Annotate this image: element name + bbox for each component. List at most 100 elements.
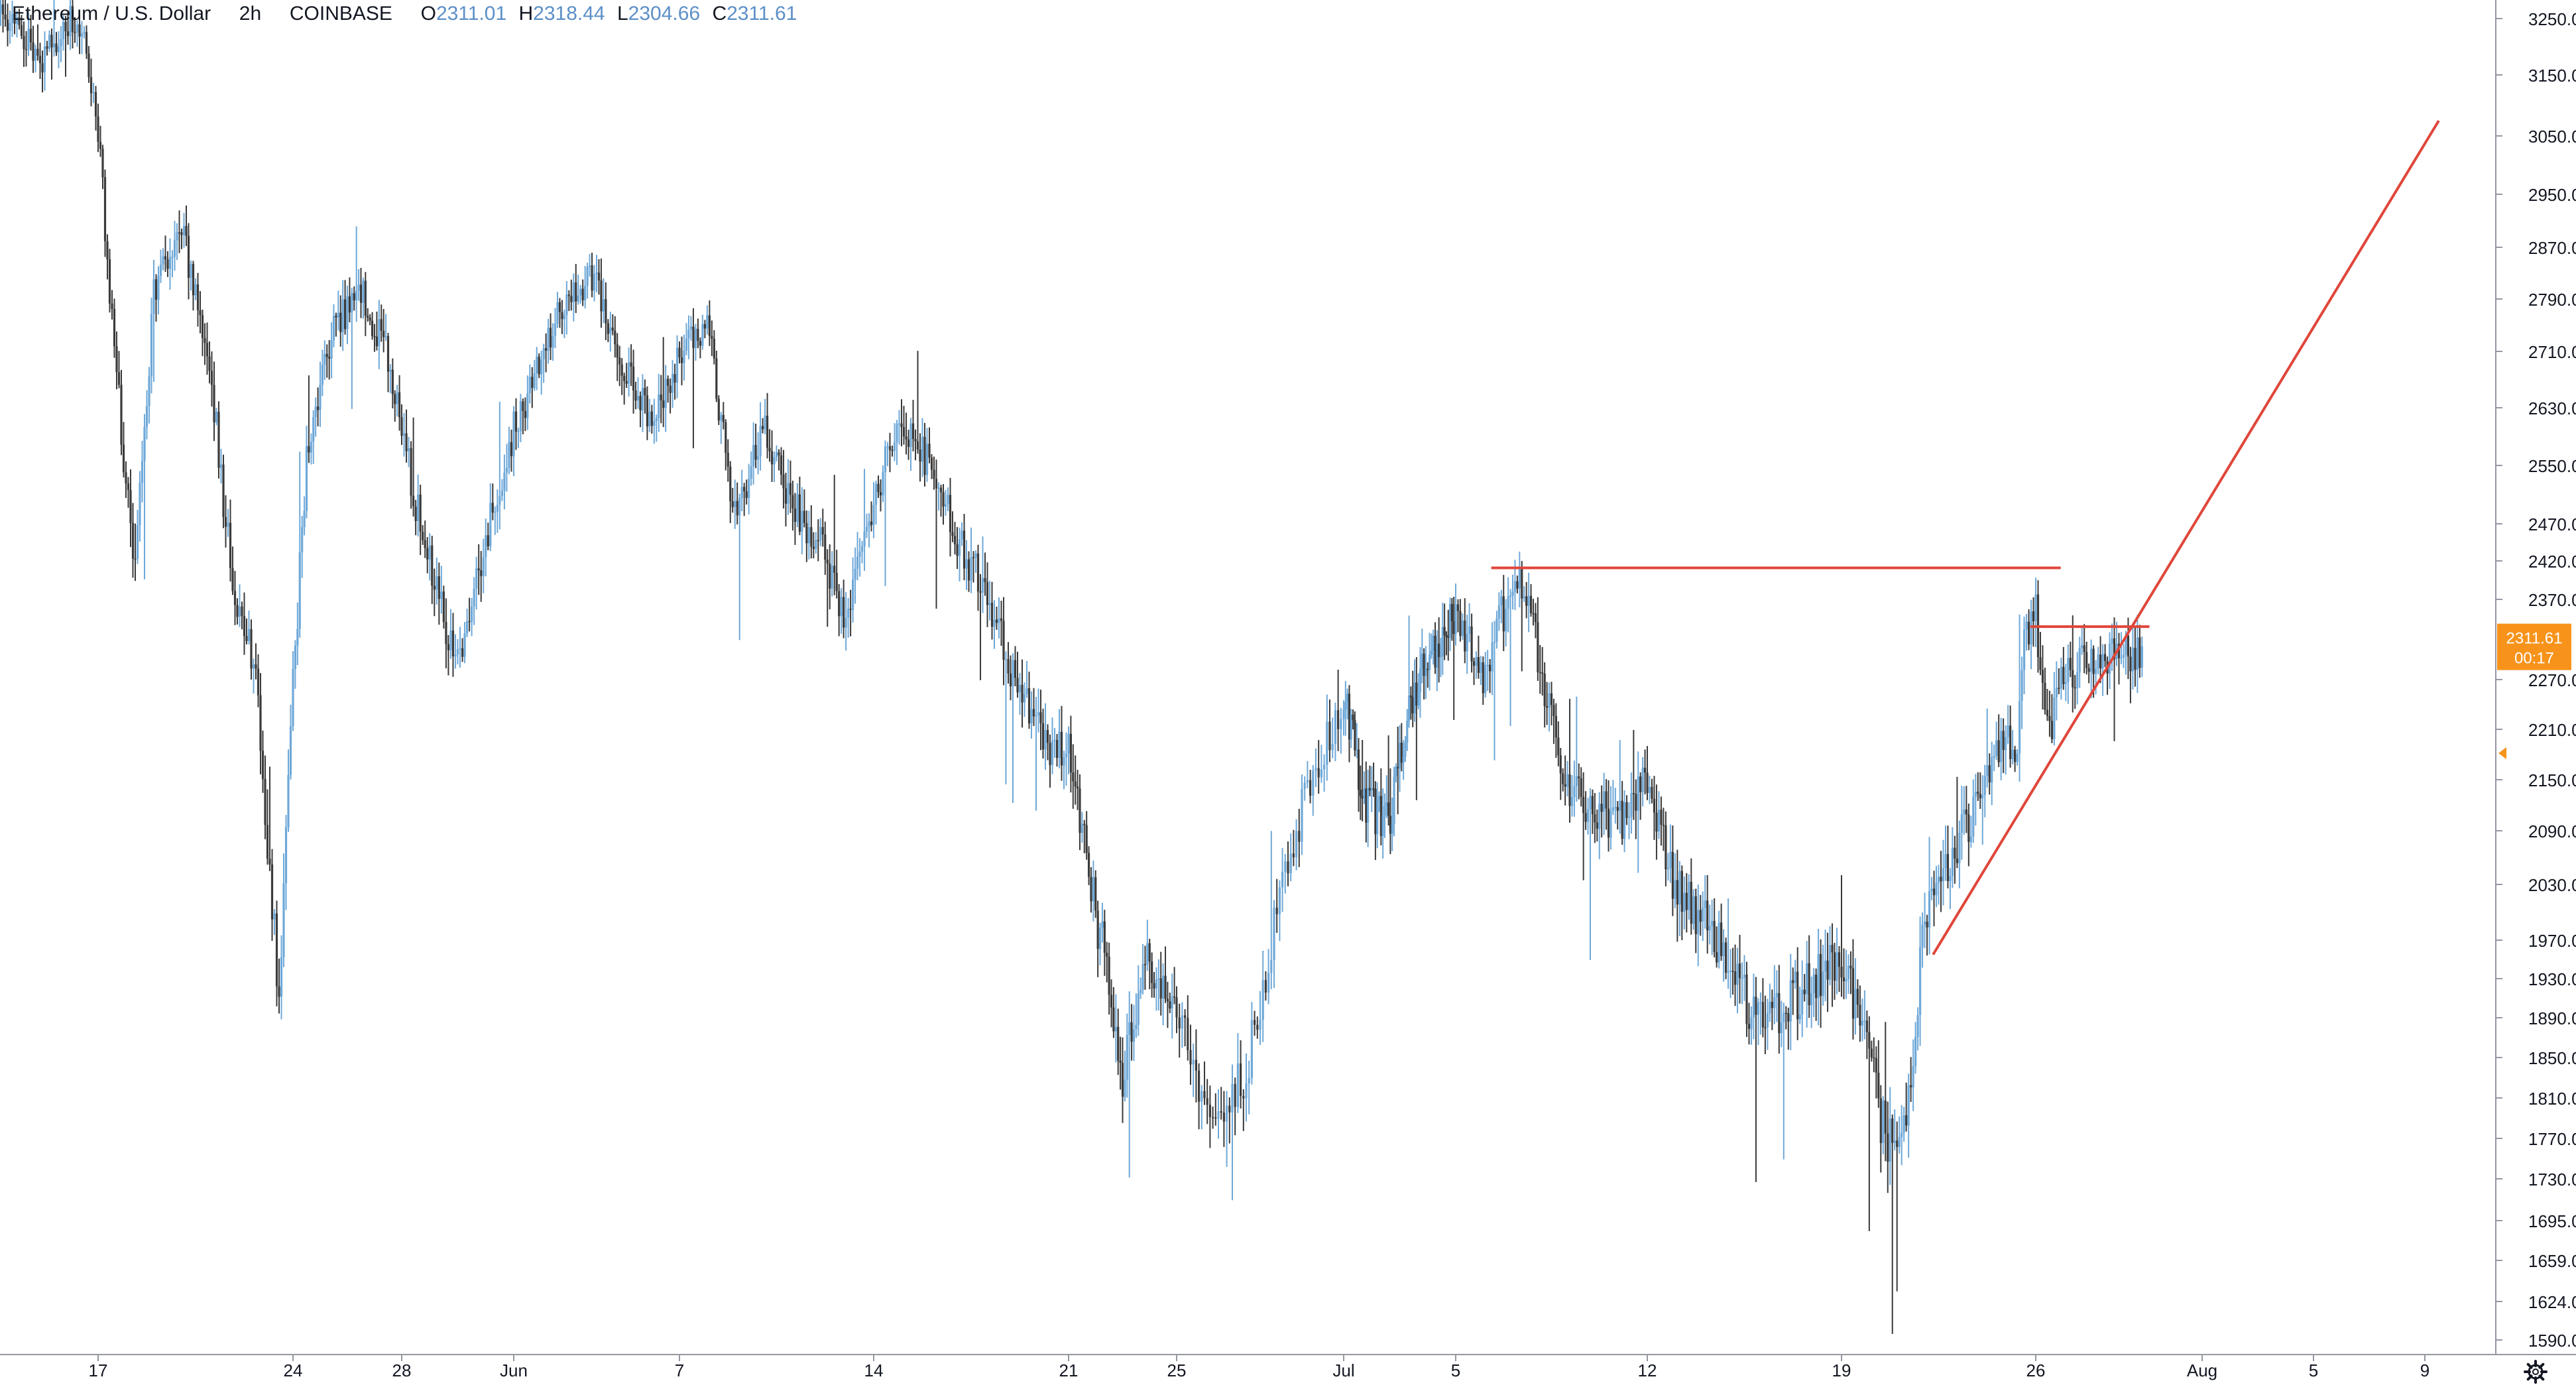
candle — [868, 513, 870, 548]
candle — [445, 598, 447, 669]
candle — [1789, 953, 1792, 1050]
candle — [1942, 839, 1945, 906]
candle — [1655, 784, 1658, 860]
candle — [752, 422, 755, 485]
candle — [965, 540, 968, 591]
candle — [756, 432, 760, 475]
candle — [424, 520, 426, 558]
candle — [854, 547, 856, 604]
candle — [1312, 764, 1315, 816]
candle — [699, 337, 701, 359]
candle — [1657, 791, 1661, 839]
candle — [463, 622, 466, 664]
candle — [939, 485, 943, 517]
candle — [852, 557, 854, 623]
candle — [145, 390, 148, 440]
candle — [1466, 615, 1468, 674]
candle — [1875, 1046, 1877, 1099]
candle — [1301, 774, 1303, 855]
candle — [456, 638, 459, 665]
candle — [2085, 641, 2088, 675]
candle — [993, 600, 996, 649]
candle — [1200, 1085, 1203, 1130]
candle — [1242, 1089, 1245, 1131]
candle — [588, 253, 591, 277]
candle — [1203, 1061, 1206, 1105]
candle — [1049, 734, 1051, 788]
trendline-drawing[interactable] — [1932, 119, 2440, 955]
candle — [85, 25, 88, 59]
candle — [609, 312, 612, 352]
time-axis-panel[interactable] — [0, 1355, 2576, 1390]
y-tick-label: 2150.00 — [2528, 770, 2576, 790]
candle — [2032, 597, 2035, 647]
candle — [371, 312, 374, 340]
candle — [995, 607, 998, 630]
candle — [52, 0, 56, 57]
candle — [563, 309, 565, 338]
candle — [1454, 583, 1457, 646]
candle — [1564, 755, 1566, 806]
symbol-name[interactable]: Ethereum / U.S. Dollar — [12, 3, 211, 25]
candle — [1044, 703, 1047, 770]
candle — [1977, 772, 1979, 802]
candle — [1532, 599, 1535, 626]
candle — [1766, 999, 1769, 1050]
candle — [1432, 629, 1434, 665]
candle — [38, 42, 42, 80]
candle — [1108, 942, 1110, 1015]
high-label: H — [518, 3, 534, 25]
candle — [94, 86, 97, 131]
candle — [701, 314, 704, 350]
candle — [1552, 698, 1555, 745]
candle — [1087, 846, 1090, 886]
candle — [694, 324, 697, 361]
candle — [1434, 622, 1436, 674]
y-tick-label: 1890.00 — [2528, 1008, 2576, 1028]
y-tick-label: 2710.00 — [2528, 342, 2576, 362]
candle — [1340, 707, 1342, 754]
candle — [849, 589, 852, 636]
candle — [1761, 978, 1765, 1038]
candle — [1162, 963, 1165, 1026]
candle — [1037, 688, 1040, 733]
candle — [1250, 1002, 1253, 1085]
interval-label[interactable]: 2h — [239, 3, 262, 25]
drawings-layer[interactable] — [1491, 119, 2440, 955]
candle — [711, 320, 713, 356]
price-axis-panel[interactable] — [2496, 0, 2576, 1390]
candle — [1578, 763, 1580, 800]
candle — [1452, 597, 1455, 720]
candle — [166, 251, 169, 277]
gear-icon[interactable] — [2524, 1360, 2547, 1384]
candle — [2103, 644, 2107, 668]
y-tick-label: 1624.00 — [2528, 1292, 2576, 1312]
candle — [1614, 788, 1617, 824]
exchange-label: COINBASE — [289, 3, 392, 25]
candle — [459, 627, 461, 668]
candle — [524, 397, 526, 432]
candle — [1806, 941, 1808, 1028]
candle — [575, 264, 577, 314]
candle — [348, 277, 351, 323]
candle — [1404, 736, 1407, 762]
candle — [287, 749, 290, 832]
candle — [793, 493, 797, 545]
candle — [1831, 923, 1834, 1007]
candle — [921, 418, 924, 477]
candle — [231, 546, 234, 595]
candle — [134, 523, 137, 581]
candle — [1495, 611, 1498, 649]
candle — [632, 349, 635, 414]
y-tick-label: 1659.00 — [2528, 1251, 2576, 1271]
candle — [410, 441, 412, 509]
candle — [1741, 962, 1743, 1004]
candle — [1610, 786, 1612, 850]
candle — [547, 318, 550, 364]
candle — [1662, 808, 1665, 851]
candle — [561, 300, 563, 334]
candle — [1986, 708, 1989, 788]
candle — [180, 228, 183, 249]
